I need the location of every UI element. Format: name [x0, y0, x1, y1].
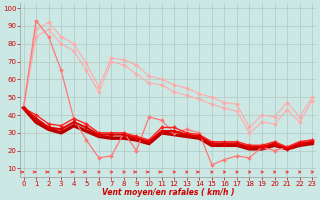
X-axis label: Vent moyen/en rafales ( km/h ): Vent moyen/en rafales ( km/h ) — [101, 188, 234, 197]
